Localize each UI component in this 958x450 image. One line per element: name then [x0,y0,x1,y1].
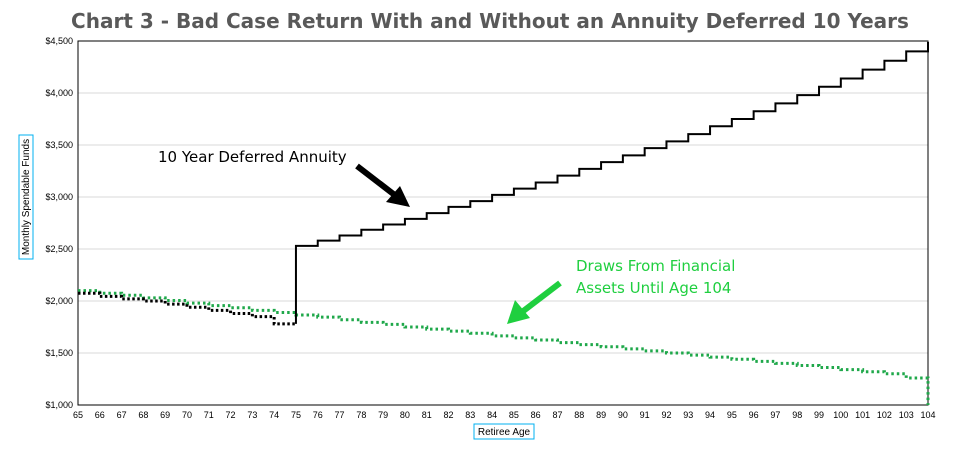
x-tick-label: 74 [269,410,279,420]
x-tick-label: 75 [291,410,301,420]
x-tick-label: 99 [814,410,824,420]
x-tick-label: 86 [531,410,541,420]
x-tick-label: 88 [574,410,584,420]
x-tick-label: 97 [770,410,780,420]
x-tick-label: 91 [640,410,650,420]
chart-title: Chart 3 - Bad Case Return With and Witho… [71,9,909,33]
x-tick-label: 72 [226,410,236,420]
x-tick-label: 94 [705,410,715,420]
y-axis-title: Monthly Spendable Funds [21,139,32,255]
x-tick-label: 83 [465,410,475,420]
annotation-draws-line2: Assets Until Age 104 [576,279,731,297]
y-tick-label: $2,500 [45,244,73,254]
y-tick-label: $4,000 [45,88,73,98]
x-tick-label: 73 [247,410,257,420]
tick-labels: $1,000 $1,500 $2,000 $2,500 $3,000 $3,500 $4,0… [45,36,935,420]
y-tick-label: $4,500 [45,36,73,46]
y-tick-label: $3,500 [45,140,73,150]
x-tick-label: 66 [95,410,105,420]
x-tick-label: 85 [509,410,519,420]
series-annuity-post75 [294,42,929,324]
x-tick-label: 102 [877,410,892,420]
x-tick-label: 82 [444,410,454,420]
x-tick-label: 87 [552,410,562,420]
x-tick-label: 70 [182,410,192,420]
x-tick-label: 80 [400,410,410,420]
x-tick-label: 78 [356,410,366,420]
series-annuity-pre75 [78,291,296,326]
x-tick-label: 95 [727,410,737,420]
x-tick-label: 68 [138,410,148,420]
series-draws-from-assets [78,289,930,405]
x-tick-label: 76 [313,410,323,420]
x-tick-label: 103 [899,410,914,420]
x-tick-label: 98 [792,410,802,420]
annotation-deferred-annuity: 10 Year Deferred Annuity [158,148,347,166]
y-tick-label: $2,000 [45,296,73,306]
x-axis-title: Retiree Age [478,427,531,438]
x-tick-label: 90 [618,410,628,420]
x-tick-label: 100 [833,410,848,420]
x-tick-label: 67 [117,410,127,420]
x-tick-label: 89 [596,410,606,420]
x-tick-label: 77 [335,410,345,420]
x-tick-label: 65 [73,410,83,420]
x-tick-label: 81 [422,410,432,420]
x-tick-label: 101 [855,410,870,420]
x-tick-label: 79 [378,410,388,420]
y-tick-label: $1,000 [45,400,73,410]
x-axis-label: Retiree Age [473,423,535,440]
green-arrow [507,280,562,324]
y-axis-label: Monthly Spendable Funds [18,134,34,260]
x-tick-label: 84 [487,410,497,420]
x-tick-label: 71 [204,410,214,420]
y-tick-label: $1,500 [45,348,73,358]
x-tick-label: 92 [661,410,671,420]
black-arrow [355,163,410,207]
gridlines [78,92,928,354]
x-tick-label: 93 [683,410,693,420]
x-tick-label: 104 [920,410,935,420]
x-tick-label: 69 [160,410,170,420]
series-group [78,42,930,405]
y-tick-label: $3,000 [45,192,73,202]
plot-area [77,40,929,406]
x-tick-label: 96 [749,410,759,420]
annotation-draws-line1: Draws From Financial [576,257,735,275]
